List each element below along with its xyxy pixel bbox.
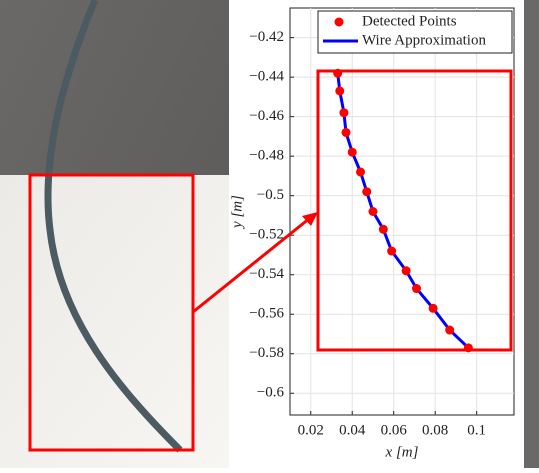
y-tick-label: −0.46 (249, 108, 284, 124)
x-tick-label: 0.1 (467, 422, 486, 438)
y-tick-label: −0.48 (249, 148, 284, 164)
zoom-arrowhead (302, 212, 318, 226)
y-tick-label: −0.58 (249, 345, 284, 361)
point (362, 187, 372, 197)
x-tick-label: 0.06 (381, 422, 408, 438)
y-axis-label: y [m] (229, 195, 245, 230)
legend-marker (334, 17, 344, 27)
y-tick-label: −0.42 (249, 29, 284, 45)
x-tick-label: 0.08 (422, 422, 448, 438)
point (401, 266, 411, 276)
photo-paper (0, 175, 229, 468)
point (347, 147, 357, 157)
zoom-highlight (316, 69, 513, 352)
point (339, 108, 349, 118)
photo-edge (524, 0, 539, 468)
x-axis-label: x [m] (385, 444, 419, 460)
chart: 0.02 0.04 0.06 0.08 0.1 −0.42 −0.44 −0.46 −0.48 −… (229, 7, 515, 460)
point (356, 167, 366, 177)
y-tick-label: −0.56 (249, 306, 284, 322)
point (341, 127, 351, 137)
legend-label: Detected Points (362, 13, 457, 29)
y-tick-label: −0.52 (249, 227, 284, 243)
legend-label: Wire Approximation (362, 32, 486, 48)
point (387, 246, 397, 256)
point (428, 303, 438, 313)
point (445, 325, 455, 335)
y-tick-label: −0.6 (257, 385, 285, 401)
y-tick-label: −0.44 (249, 69, 284, 85)
point (368, 207, 378, 216)
photo-wire (44, 0, 183, 453)
y-tick-label: −0.54 (249, 266, 284, 282)
photo-highlight (28, 173, 195, 452)
y-tick-label: −0.5 (257, 187, 284, 203)
x-tick-label: 0.04 (339, 422, 366, 438)
point (412, 284, 422, 294)
legend-box (317, 10, 513, 54)
zoom-arrow (192, 216, 311, 314)
x-tick-label: 0.02 (298, 422, 324, 438)
point (335, 86, 345, 96)
point (378, 224, 388, 234)
